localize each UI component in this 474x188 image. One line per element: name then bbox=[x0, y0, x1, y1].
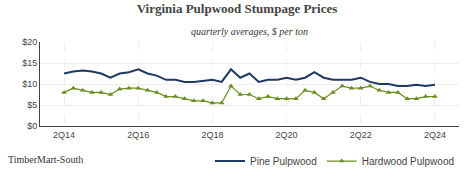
svg-text:$0: $0 bbox=[27, 121, 37, 131]
svg-text:2Q20: 2Q20 bbox=[276, 130, 298, 140]
svg-text:Virginia Pulpwood Stumpage Pri: Virginia Pulpwood Stumpage Prices bbox=[137, 1, 338, 16]
svg-text:2Q14: 2Q14 bbox=[53, 130, 75, 140]
svg-text:2Q22: 2Q22 bbox=[350, 130, 372, 140]
svg-text:TimberMart-South: TimberMart-South bbox=[8, 154, 83, 165]
svg-text:Hardwood Pulpwood: Hardwood Pulpwood bbox=[362, 156, 454, 167]
svg-text:2Q18: 2Q18 bbox=[201, 130, 223, 140]
svg-text:2Q16: 2Q16 bbox=[127, 130, 149, 140]
svg-text:$5: $5 bbox=[27, 100, 37, 110]
svg-text:quarterly averages, $ per ton: quarterly averages, $ per ton bbox=[191, 26, 308, 37]
svg-text:$15: $15 bbox=[22, 58, 37, 68]
svg-text:$20: $20 bbox=[22, 37, 37, 47]
svg-text:Pine Pulpwood: Pine Pulpwood bbox=[250, 156, 317, 167]
svg-text:$10: $10 bbox=[22, 79, 37, 89]
svg-text:2Q24: 2Q24 bbox=[424, 130, 446, 140]
